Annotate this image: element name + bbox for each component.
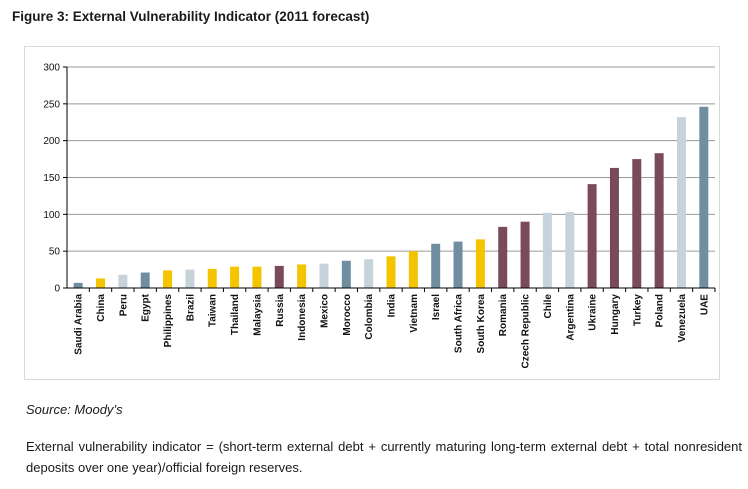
bar-colombia — [364, 259, 374, 288]
y-tick-label: 150 — [43, 173, 60, 184]
bar-mexico — [319, 263, 329, 288]
source-note: Source: Moody’s — [26, 402, 123, 417]
x-tick-label: Ukraine — [588, 294, 599, 331]
bar-russia — [274, 265, 284, 288]
bar-indonesia — [297, 264, 307, 288]
bar-china — [96, 278, 106, 288]
y-tick-label: 300 — [43, 63, 60, 74]
x-tick-label: Poland — [655, 294, 666, 327]
x-tick-label: Israel — [431, 294, 442, 320]
x-tick-labels: Saudi Arabia China Peru Egypt Philippines Bra… — [74, 293, 711, 368]
bar-philippines — [163, 270, 173, 288]
x-tick-label: Mexico — [319, 294, 330, 328]
bar-taiwan — [207, 268, 217, 288]
x-tick-label: Taiwan — [208, 294, 219, 327]
x-tick-label: Malaysia — [252, 294, 263, 336]
x-tick-label: Russia — [275, 294, 286, 327]
chart-frame: 0 50 100 150 200 250 300 Saudi Arabia China Peru… — [24, 46, 720, 380]
bar-chart: 0 50 100 150 200 250 300 Saudi Arabia China Peru… — [43, 63, 716, 368]
y-tick-labels: 0 50 100 150 200 250 300 — [43, 63, 60, 295]
x-tick-label: Peru — [118, 294, 129, 316]
bar-peru — [118, 274, 128, 288]
bar-uae — [699, 106, 709, 288]
bar-south-africa — [453, 241, 463, 288]
axes — [63, 66, 716, 292]
bar-poland — [654, 153, 664, 288]
y-tick-label: 200 — [43, 136, 60, 147]
bar-india — [386, 256, 396, 288]
y-tick-label: 100 — [43, 210, 60, 221]
bar-venezuela — [676, 117, 686, 289]
x-tick-label: Saudi Arabia — [74, 294, 85, 355]
gridlines — [67, 66, 715, 252]
y-tick-label: 0 — [54, 284, 60, 295]
bar-malaysia — [252, 266, 262, 288]
bar-czech-republic — [520, 221, 530, 288]
x-tick-label: Venezuela — [677, 294, 688, 343]
x-tick-label: South Korea — [476, 294, 487, 354]
bar-hungary — [609, 167, 619, 288]
x-tick-label: Brazil — [185, 294, 196, 321]
x-tick-label: South Africa — [454, 294, 465, 354]
bar-chile — [542, 212, 552, 288]
x-tick-label: Turkey — [632, 294, 643, 326]
x-tick-label: Hungary — [610, 294, 621, 335]
x-tick-label: India — [387, 294, 398, 318]
x-tick-label: Romania — [498, 294, 509, 337]
footnote: External vulnerability indicator = (shor… — [26, 439, 742, 475]
x-tick-label: China — [96, 294, 107, 322]
x-tick-label: Egypt — [141, 293, 152, 321]
bar-brazil — [185, 269, 195, 288]
x-tick-label: Vietnam — [409, 294, 420, 333]
x-tick-label: Czech Republic — [521, 294, 532, 369]
bar-israel — [431, 243, 441, 288]
bar-vietnam — [408, 251, 418, 288]
bar-turkey — [632, 159, 642, 288]
bar-argentina — [565, 212, 575, 288]
bar-ukraine — [587, 184, 597, 288]
x-tick-label: Chile — [543, 294, 554, 319]
x-tick-label: Morocco — [342, 294, 353, 336]
bar-saudi-arabia — [73, 282, 83, 288]
bars — [73, 106, 709, 289]
bar-thailand — [230, 266, 240, 288]
x-tick-label: Indonesia — [297, 294, 308, 341]
x-tick-label: Colombia — [364, 294, 375, 340]
bar-romania — [498, 226, 508, 288]
x-tick-label: UAE — [699, 294, 710, 315]
x-tick-label: Thailand — [230, 294, 241, 335]
figure-title: Figure 3: External Vulnerability Indicat… — [12, 9, 370, 24]
y-tick-label: 50 — [49, 247, 61, 258]
bar-egypt — [140, 272, 150, 288]
bar-morocco — [341, 260, 351, 288]
bar-south-korea — [475, 239, 485, 288]
y-tick-label: 250 — [43, 99, 60, 110]
x-tick-label: Argentina — [565, 294, 576, 341]
x-tick-label: Philippines — [163, 294, 174, 348]
